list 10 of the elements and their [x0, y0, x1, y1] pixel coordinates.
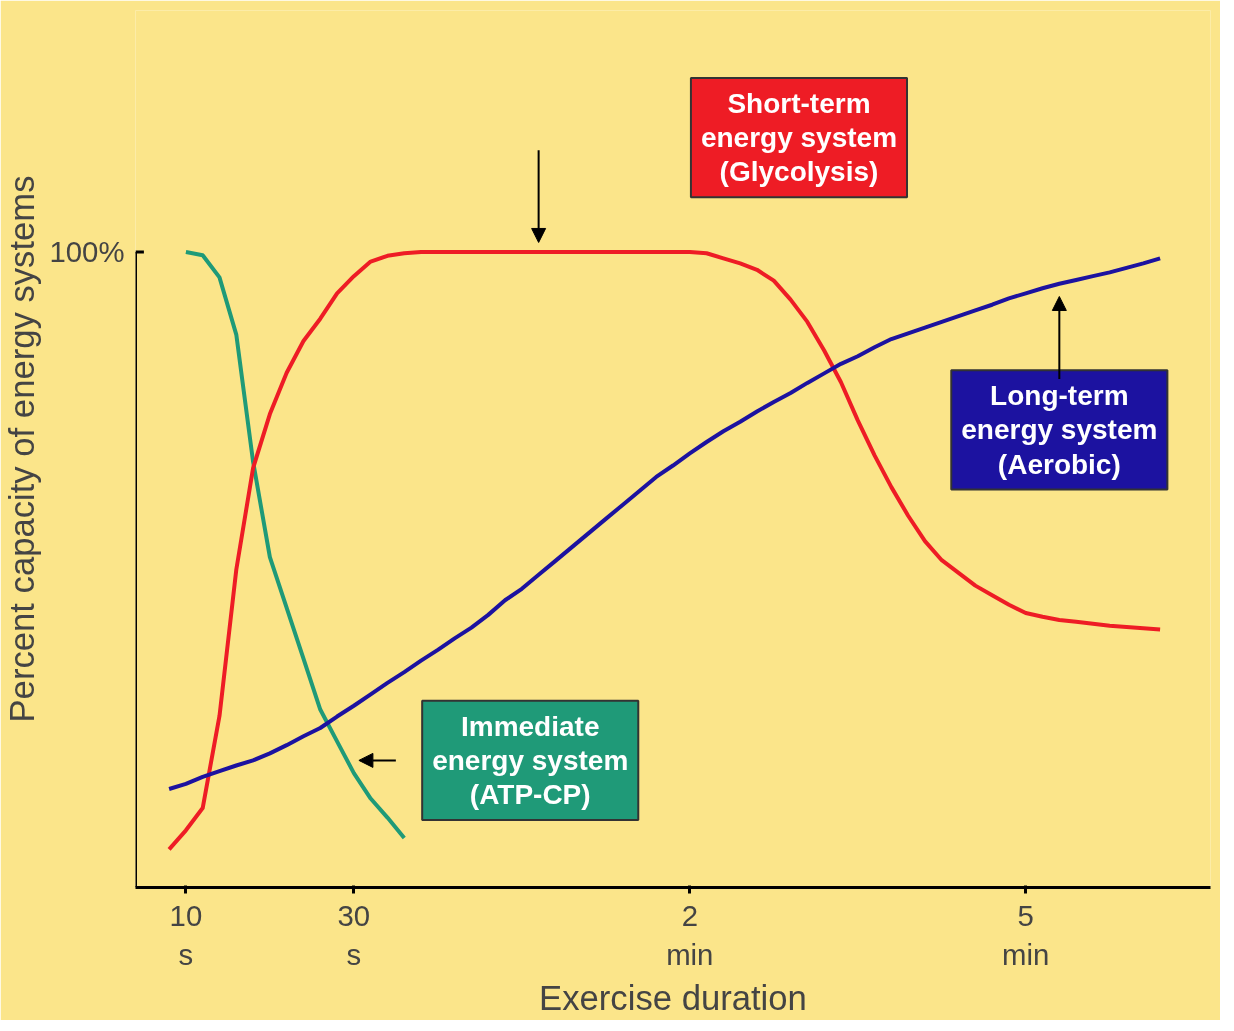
x-tick-label: 30 s	[337, 898, 371, 972]
series-label: Immediate energy system (ATP-CP)	[432, 710, 629, 810]
x-tick-label: 5 min	[1002, 898, 1050, 972]
text: 100%	[49, 235, 125, 269]
x-tick-label: 2 min	[666, 898, 714, 972]
y-axis-title: Percent capacity of energy systems	[3, 175, 42, 723]
x-axis-title: Exercise duration	[539, 979, 807, 1018]
text: Short-term energy system (Glycolysis)	[700, 88, 898, 188]
text: Long-term energy system (Aerobic)	[961, 380, 1158, 480]
x-tick-label: 10 s	[169, 898, 203, 972]
